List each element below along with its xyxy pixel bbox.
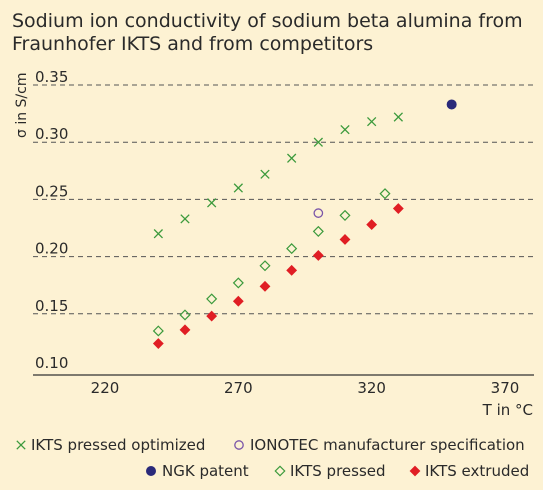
- data-point-3-5: [286, 243, 298, 255]
- legend: IKTS pressed optimized IONOTEC manufactur…: [16, 436, 529, 480]
- chart-title-line-1: Sodium ion conductivity of sodium beta a…: [12, 10, 523, 32]
- data-point-3-7: [339, 209, 351, 221]
- data-point-0-7: [340, 124, 350, 135]
- y-tick-label-0.20: 0.20: [35, 240, 68, 258]
- data-point-4-4: [259, 280, 271, 292]
- data-point-4-2: [206, 310, 218, 322]
- legend-label-4: IKTS extruded: [425, 462, 529, 480]
- chart-title-line-2: Fraunhofer IKTS and from competitors: [12, 33, 373, 55]
- data-point-4-7: [339, 234, 351, 245]
- series-ionotec-manufacturer-specification: [313, 208, 324, 218]
- series-ngk-patent: [446, 99, 457, 110]
- y-tick-label-0.30: 0.30: [35, 125, 68, 143]
- data-point-0-3: [233, 183, 243, 193]
- y-tick-label-0.15: 0.15: [35, 297, 68, 315]
- data-point-3-8: [379, 188, 391, 200]
- data-point-3-3: [232, 277, 244, 289]
- data-point-0-2: [207, 198, 217, 208]
- data-point-0-9: [393, 112, 403, 122]
- y-tick-label-0.10: 0.10: [35, 354, 68, 372]
- data-point-2-0: [446, 99, 457, 110]
- legend-label-3: IKTS pressed: [290, 462, 386, 480]
- tick-labels: 0.10 0.15 0.20 0.25 0.30 0.35 σ in S/cm 220 270 3…: [14, 68, 533, 419]
- x-tick-label-270: 270: [224, 379, 253, 397]
- x-axis-label: T in °C: [482, 401, 533, 419]
- legend-item-ikts-extruded: IKTS extruded: [409, 462, 529, 480]
- legend-marker-2: [146, 466, 156, 476]
- x-tick-label-220: 220: [91, 379, 120, 397]
- x-tick-label-320: 320: [357, 379, 386, 397]
- data-point-0-1: [180, 214, 190, 224]
- legend-item-ikts-pressed: IKTS pressed: [274, 462, 386, 480]
- data-point-0-8: [367, 116, 377, 127]
- series-ikts-pressed: [152, 188, 391, 337]
- legend-item-ionotec-manufacturer-specification: IONOTEC manufacturer specification: [234, 436, 525, 454]
- y-tick-label-0.25: 0.25: [35, 182, 68, 200]
- legend-marker-1: [234, 440, 244, 450]
- data-points: [152, 99, 457, 349]
- data-point-4-0: [152, 338, 164, 349]
- legend-label-0: IKTS pressed optimized: [31, 436, 205, 454]
- data-point-4-1: [179, 324, 191, 336]
- data-point-0-4: [260, 169, 270, 179]
- data-point-4-9: [392, 203, 404, 214]
- legend-marker-4: [409, 465, 421, 477]
- series-ikts-pressed-optimized: [153, 112, 403, 239]
- data-point-4-6: [312, 250, 324, 261]
- data-point-3-2: [206, 293, 218, 305]
- legend-item-ngk-patent: NGK patent: [146, 462, 249, 480]
- legend-label-1: IONOTEC manufacturer specification: [250, 436, 525, 454]
- chart-title: Sodium ion conductivity of sodium beta a…: [12, 10, 523, 55]
- legend-label-2: NGK patent: [162, 462, 249, 480]
- data-point-3-1: [179, 309, 191, 321]
- series-ikts-extruded: [152, 203, 404, 349]
- data-point-4-3: [232, 295, 244, 307]
- legend-item-ikts-pressed-optimized: IKTS pressed optimized: [16, 436, 205, 454]
- legend-marker-0: [16, 440, 26, 450]
- data-point-0-5: [287, 153, 297, 163]
- x-tick-label-370: 370: [491, 379, 520, 397]
- data-point-1-0: [313, 208, 324, 218]
- data-point-3-0: [152, 325, 164, 337]
- data-point-4-8: [366, 219, 378, 230]
- data-point-0-6: [313, 137, 323, 147]
- grid-lines: [33, 84, 534, 315]
- data-point-3-6: [312, 225, 324, 237]
- y-tick-label-0.35: 0.35: [35, 68, 68, 86]
- data-point-0-0: [153, 229, 163, 239]
- data-point-4-5: [286, 264, 298, 276]
- y-axis-label: σ in S/cm: [14, 73, 30, 138]
- data-point-3-4: [259, 260, 271, 272]
- legend-marker-3: [274, 465, 286, 477]
